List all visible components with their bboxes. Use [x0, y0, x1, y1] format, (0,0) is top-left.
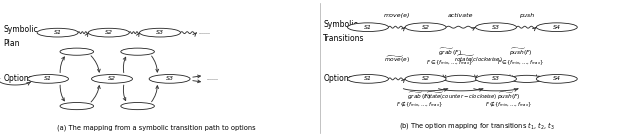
Circle shape [121, 48, 154, 55]
Text: (a) The mapping from a symbolic transition path to options: (a) The mapping from a symbolic transiti… [58, 124, 256, 131]
Circle shape [140, 28, 180, 37]
Text: activate: activate [448, 13, 474, 18]
Text: $\widetilde{grab}\,(F)$: $\widetilde{grab}\,(F)$ [407, 91, 431, 102]
Text: Transitions: Transitions [323, 34, 365, 43]
Text: $F\in\{f_{min},\ldots,f_{max}\}$: $F\in\{f_{min},\ldots,f_{max}\}$ [497, 58, 545, 67]
Circle shape [536, 23, 577, 32]
Text: $\widetilde{rotate}(clockwise)$: $\widetilde{rotate}(clockwise)$ [454, 54, 503, 65]
Text: S2: S2 [422, 76, 429, 81]
Text: $F\in\{f_{min},\ldots,f_{max}\}$: $F\in\{f_{min},\ldots,f_{max}\}$ [426, 58, 473, 67]
Text: S2: S2 [108, 76, 116, 81]
Text: Plan: Plan [3, 39, 20, 48]
Text: S1: S1 [364, 25, 372, 30]
Circle shape [88, 28, 129, 37]
Text: $\widetilde{grab}\,(F)$: $\widetilde{grab}\,(F)$ [438, 47, 461, 58]
Text: move(e): move(e) [383, 13, 410, 18]
Circle shape [476, 23, 516, 32]
Circle shape [510, 75, 543, 82]
Text: S3: S3 [492, 25, 500, 30]
Text: $\widetilde{push}(F)$: $\widetilde{push}(F)$ [509, 47, 533, 58]
Circle shape [60, 48, 93, 55]
Circle shape [149, 75, 190, 83]
Circle shape [444, 75, 477, 82]
Text: S2: S2 [105, 30, 113, 35]
Circle shape [405, 23, 446, 32]
Circle shape [92, 75, 132, 83]
Text: Symbolic: Symbolic [323, 20, 358, 29]
Circle shape [476, 75, 516, 83]
Text: S4: S4 [553, 76, 561, 81]
Text: $F\notin\{f_{min},\ldots,f_{max}\}$: $F\notin\{f_{min},\ldots,f_{max}\}$ [485, 99, 532, 109]
Text: Options: Options [3, 74, 33, 83]
Text: ......: ...... [206, 76, 218, 81]
Circle shape [28, 75, 68, 83]
Circle shape [348, 75, 388, 83]
Text: (b) The option mapping for transitions $t_1$, $t_2$, $t_3$: (b) The option mapping for transitions $… [399, 120, 555, 131]
Text: S1: S1 [54, 30, 61, 35]
Text: $F\notin\{f_{min},\ldots,f_{max}\}$: $F\notin\{f_{min},\ldots,f_{max}\}$ [396, 99, 443, 109]
Text: S1: S1 [44, 76, 52, 81]
Text: ......: ...... [198, 30, 211, 35]
Text: $\widetilde{move}(e)$: $\widetilde{move}(e)$ [384, 55, 410, 65]
Circle shape [60, 103, 93, 110]
Text: push: push [519, 13, 534, 18]
Text: S2: S2 [422, 25, 429, 30]
Text: S4: S4 [553, 25, 561, 30]
Text: Options: Options [323, 74, 353, 83]
Text: S3: S3 [156, 30, 164, 35]
Circle shape [405, 75, 446, 83]
Circle shape [121, 103, 154, 110]
Text: S3: S3 [492, 76, 500, 81]
Text: $\widetilde{push}(F)$: $\widetilde{push}(F)$ [497, 91, 521, 102]
Circle shape [37, 28, 78, 37]
Text: S3: S3 [166, 76, 173, 81]
Text: Symbolic: Symbolic [3, 25, 38, 34]
Text: S1: S1 [364, 76, 372, 81]
Circle shape [348, 23, 388, 32]
Text: $\widetilde{rotate}(counter-clockwise)$: $\widetilde{rotate}(counter-clockwise)$ [424, 91, 497, 102]
Circle shape [536, 75, 577, 83]
